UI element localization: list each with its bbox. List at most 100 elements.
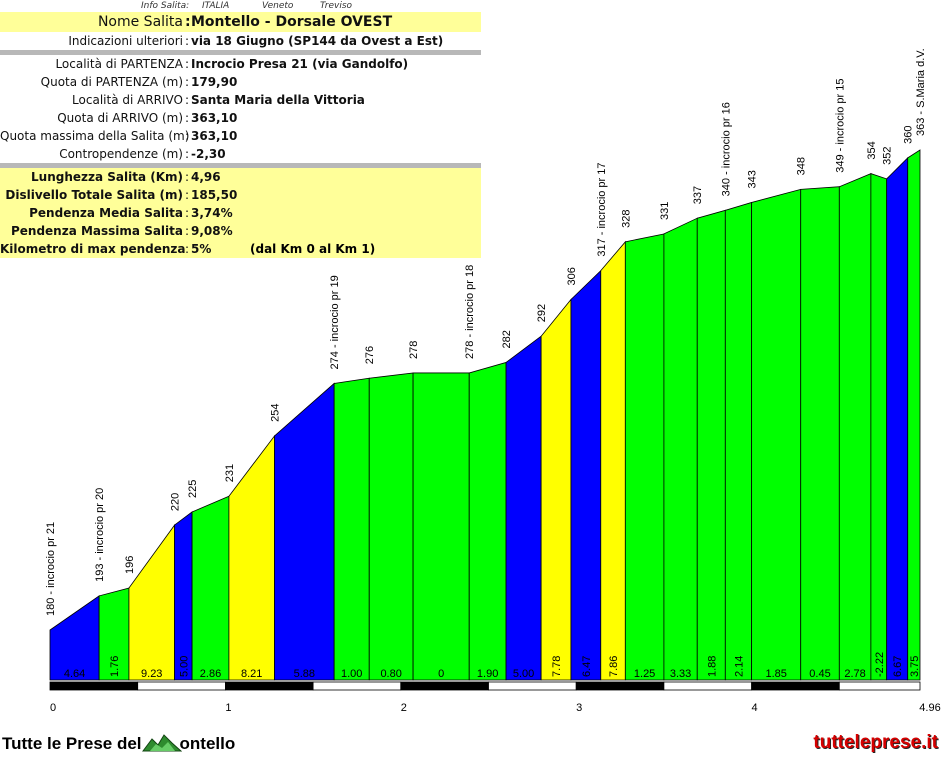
- row-km-max: Kilometro di max pendenza : 5% (dal Km 0…: [0, 240, 481, 258]
- segment-grade-label: 0: [438, 668, 444, 680]
- altitude-label: 278 - incrocio pr 18: [464, 265, 476, 359]
- info-header-label: Info Salita:: [141, 1, 190, 11]
- altitude-label: 352: [882, 146, 894, 164]
- altitude-label: 331: [659, 202, 671, 220]
- profile-segment: [540, 298, 572, 681]
- profile-segment: [333, 377, 370, 681]
- segment-grade-label: 0.45: [809, 668, 830, 680]
- segment-grade-label: 1.85: [765, 668, 786, 680]
- segment-grade-label: 8.21: [241, 668, 262, 680]
- colon: :: [185, 188, 190, 202]
- profile-segment: [274, 382, 335, 681]
- row-dislivello: Dislivello Totale Salita (m) : 185,50: [0, 186, 481, 204]
- segment-grade-label: 3.75: [909, 656, 921, 677]
- row-loc-arrivo: Località di ARRIVO : Santa Maria della V…: [0, 91, 481, 109]
- profile-segment: [663, 217, 698, 681]
- km-max-label: Kilometro di max pendenza: [0, 242, 186, 256]
- loc-arrivo-label: Località di ARRIVO: [72, 93, 183, 107]
- segment-grade-label: 7.86: [608, 656, 620, 677]
- row-pend-media: Pendenza Media Salita : 3,74%: [0, 204, 481, 222]
- km-axis-segment: [225, 681, 314, 691]
- segment-grade-label: 5.00: [513, 668, 534, 680]
- colon: :: [185, 147, 190, 161]
- profile-segment: [600, 240, 626, 681]
- altitude-label: 340 - incrocio pr 16: [720, 102, 732, 196]
- info-header-province: Treviso: [320, 1, 353, 11]
- segment-grade-label: 9.23: [141, 668, 162, 680]
- dislivello-value: 185,50: [191, 188, 238, 202]
- altitude-label: 220: [170, 493, 182, 511]
- altitude-label: 225: [187, 480, 199, 498]
- row-loc-partenza: Località di PARTENZA : Incrocio Presa 21…: [0, 55, 481, 73]
- row-nome: Nome Salita : Montello - Dorsale OVEST: [0, 12, 481, 32]
- loc-partenza-value: Incrocio Presa 21 (via Gandolfo): [191, 57, 409, 71]
- profile-segment: [412, 372, 470, 681]
- lunghezza-value: 4,96: [191, 170, 221, 184]
- segment-grade-label: 7.78: [551, 656, 563, 677]
- colon: :: [185, 224, 190, 238]
- altitude-label: 317 - incrocio pr 17: [596, 162, 608, 256]
- altitude-label: 276: [364, 346, 376, 364]
- quota-arrivo-value: 363,10: [191, 111, 238, 125]
- segment-grade-label: 6.47: [581, 656, 593, 677]
- segment-grade-label: 4.64: [64, 668, 85, 680]
- info-table: Nome Salita : Montello - Dorsale OVEST I…: [0, 12, 481, 258]
- montello-mountain-logo-icon: [141, 734, 182, 752]
- row-quota-partenza: Quota di PARTENZA (m) : 179,90: [0, 73, 481, 91]
- pend-max-label: Pendenza Massima Salita: [10, 224, 183, 238]
- profile-areas: [49, 149, 921, 681]
- colon: :: [185, 129, 190, 143]
- km-tick-label: 4.96: [919, 702, 940, 714]
- row-lunghezza: Lunghezza Salita (Km) : 4,96: [0, 168, 481, 186]
- pend-max-value: 9,08%: [191, 224, 233, 238]
- segment-grade-label: 3.33: [670, 668, 691, 680]
- segment-grade-label: 1.90: [477, 668, 498, 680]
- km-max-value: 5%: [191, 242, 212, 256]
- colon: :: [185, 93, 190, 107]
- footer-brand-text-end: ontello: [179, 734, 236, 753]
- separator: [0, 50, 481, 55]
- dislivello-label: Dislivello Totale Salita (m): [5, 188, 183, 202]
- altitude-label: 278: [408, 341, 420, 359]
- segment-grade-label: 0.80: [380, 668, 401, 680]
- indicazioni-label: Indicazioni ulteriori: [68, 34, 183, 48]
- segment-grade-label: 2.78: [844, 668, 865, 680]
- loc-partenza-label: Località di PARTENZA: [55, 57, 183, 71]
- nome-label: Nome Salita: [97, 14, 183, 30]
- km-tick-label: 2: [401, 702, 407, 714]
- km-axis-segment: [575, 681, 665, 691]
- km-axis-segment: [137, 681, 226, 691]
- km-axis-segment: [312, 681, 402, 691]
- profile-segment: [870, 173, 888, 681]
- segment-grade-label: 5.00: [178, 656, 190, 677]
- grade-labels: 4.64 1.76 9.23 5.00 2.86 8.21 5.88 1.00 0.80 0 1.9…: [64, 652, 921, 680]
- segment-grade-label: 5.88: [294, 668, 315, 680]
- segment-grade-label: 1.25: [634, 668, 655, 680]
- altitude-label: 254: [270, 404, 282, 422]
- altitude-label: 306: [566, 267, 578, 285]
- km-axis-segment: [49, 681, 139, 691]
- quota-partenza-value: 179,90: [191, 75, 238, 89]
- altitude-labels: 180 - incrocio pr 21 193 - incrocio pr 20…: [45, 48, 927, 616]
- segment-grade-label: 1.76: [109, 656, 121, 677]
- km-axis: 0 1 2 3 4 4.96: [49, 681, 941, 714]
- contropendenze-value: -2,30: [191, 147, 226, 161]
- footer-site-name: tutteleprese.it: [813, 732, 938, 753]
- km-axis-segment: [488, 681, 577, 691]
- quota-max-value: 363,10: [191, 129, 238, 143]
- quota-max-label: Quota massima della Salita (m): [0, 129, 190, 143]
- profile-segment: [174, 511, 193, 681]
- indicazioni-value: via 18 Giugno (SP144 da Ovest a Est): [191, 34, 444, 48]
- profile-segment: [696, 209, 726, 681]
- profile-segment: [468, 361, 507, 681]
- colon: :: [185, 170, 190, 184]
- km-max-extra: (dal Km 0 al Km 1): [250, 242, 376, 256]
- profile-segment: [886, 156, 909, 681]
- altitude-label: 343: [747, 170, 759, 188]
- km-axis-segment: [663, 681, 753, 691]
- altitude-label: 180 - incrocio pr 21: [45, 522, 57, 616]
- altitude-label: 193 - incrocio pr 20: [94, 488, 106, 582]
- colon: :: [185, 57, 190, 71]
- row-pend-max: Pendenza Massima Salita : 9,08%: [0, 222, 481, 240]
